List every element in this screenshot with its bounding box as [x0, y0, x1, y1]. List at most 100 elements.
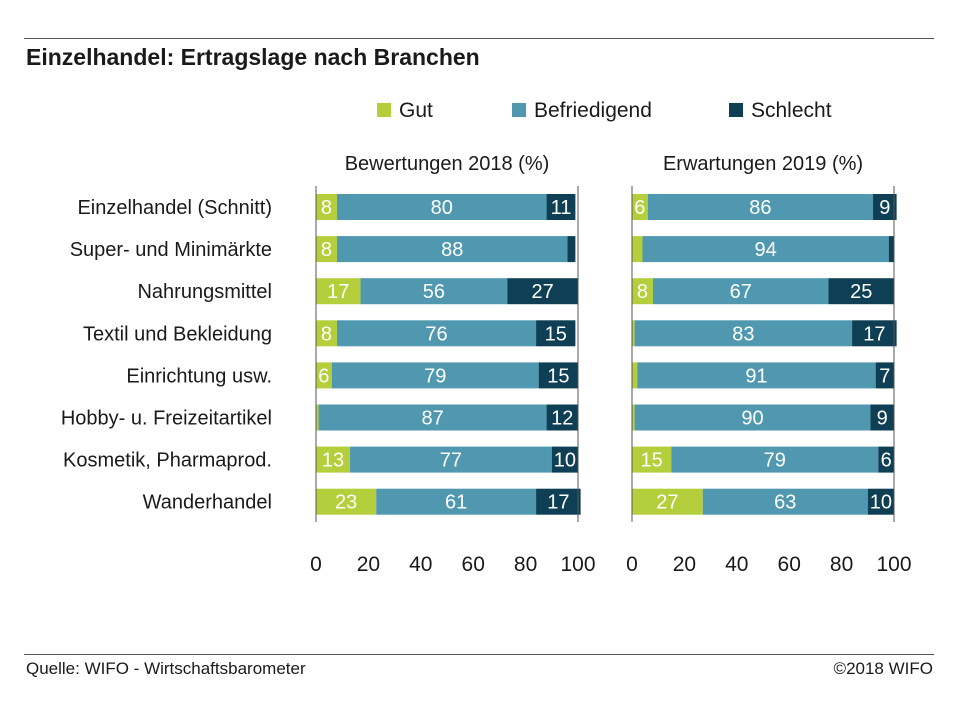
- data-label-p0-r3-s2: 15: [545, 323, 567, 345]
- bar-p1-r3-s0: [632, 320, 635, 347]
- bar-p1-r5-s0: [632, 404, 635, 431]
- bar-p1-r0-s0: [632, 194, 648, 220]
- x-tick-label-p1-4: 80: [830, 553, 853, 576]
- bar-p1-r5-s1: [634, 404, 871, 431]
- data-label-p0-r4-s2: 15: [547, 365, 569, 387]
- bar-p0-r6-s0: [316, 446, 351, 473]
- x-tick-label-p0-0: 0: [310, 553, 322, 576]
- data-label-p0-r0-s2: 11: [551, 197, 572, 219]
- data-label-p1-r1-s1: 94: [754, 239, 776, 261]
- bar-p1-r4-s2: [875, 362, 894, 389]
- bottom-rule: [24, 654, 934, 655]
- data-label-p0-r7-s2: 17: [547, 492, 569, 514]
- bar-p0-r3-s2: [536, 320, 576, 347]
- chart-title: Einzelhandel: Ertragslage nach Branchen: [26, 44, 480, 70]
- data-label-p1-r7-s2: 10: [870, 492, 892, 514]
- category-label-3: Textil und Bekleidung: [83, 323, 272, 345]
- category-label-1: Super- und Minimärkte: [70, 239, 272, 261]
- bar-p0-r7-s1: [376, 488, 537, 515]
- bar-p1-r0-s1: [647, 194, 874, 220]
- bar-p0-r4-s2: [538, 362, 578, 389]
- bar-p0-r4-s0: [316, 362, 332, 389]
- bar-p1-r2-s1: [652, 278, 829, 305]
- data-label-p1-r0-s0: 6: [634, 197, 645, 219]
- source-note: Quelle: WIFO - Wirtschaftsbarometer: [26, 659, 306, 678]
- legend-swatch-1: [512, 103, 526, 117]
- data-label-p0-r2-s0: 17: [327, 281, 349, 303]
- bar-p0-r5-s1: [318, 404, 547, 431]
- bar-p0-r6-s2: [551, 446, 578, 473]
- data-label-p1-r7-s1: 63: [774, 492, 796, 514]
- data-label-p1-r4-s2: 7: [879, 365, 890, 387]
- stacked-bar-chart: Gut Befriedigend Schlecht Einzelhandel (Sch…: [61, 99, 912, 576]
- data-label-p1-r5-s1: 90: [741, 408, 763, 430]
- data-label-p0-r1-s1: 88: [441, 239, 463, 261]
- bar-p0-r0-s2: [546, 194, 576, 220]
- bar-p1-r0-s2: [873, 194, 897, 220]
- panel-title-0: Bewertungen 2018 (%): [345, 153, 550, 175]
- data-label-p1-r6-s2: 6: [881, 450, 892, 472]
- legend-label-1: Befriedigend: [534, 99, 652, 122]
- data-label-p0-r6-s0: 13: [322, 450, 344, 472]
- bar-p1-r3-s1: [634, 320, 853, 347]
- x-tick-label-p0-4: 80: [514, 553, 537, 576]
- x-tick-label-p0-1: 20: [357, 553, 380, 576]
- bar-p0-r1-s0: [316, 236, 337, 263]
- category-label-0: Einzelhandel (Schnitt): [77, 197, 272, 219]
- legend-label-2: Schlecht: [751, 99, 832, 122]
- bar-p1-r2-s0: [632, 278, 653, 305]
- x-tick-label-p1-3: 60: [778, 553, 801, 576]
- data-label-p0-r4-s1: 79: [424, 365, 446, 387]
- bar-p0-r2-s1: [360, 278, 508, 305]
- x-tick-label-p0-5: 100: [560, 553, 595, 576]
- data-label-p0-r0-s0: 8: [321, 197, 332, 219]
- bar-p0-r5-s0: [316, 404, 319, 431]
- bar-p0-r1-s2: [567, 236, 576, 263]
- data-label-p0-r3-s0: 8: [321, 323, 332, 345]
- bar-p1-r6-s0: [632, 446, 672, 473]
- panel-title-1: Erwartungen 2019 (%): [663, 153, 863, 175]
- data-label-p0-r6-s1: 77: [440, 450, 462, 472]
- data-label-p0-r7-s1: 61: [445, 492, 467, 514]
- category-label-6: Kosmetik, Pharmaprod.: [63, 450, 272, 472]
- bar-p0-r3-s0: [316, 320, 337, 347]
- data-label-p1-r5-s2: 9: [877, 408, 888, 430]
- bar-p1-r7-s1: [702, 488, 868, 515]
- bar-p1-r3-s2: [852, 320, 897, 347]
- bar-p0-r6-s1: [350, 446, 552, 473]
- data-label-p1-r2-s0: 8: [637, 281, 648, 303]
- data-label-p1-r4-s1: 91: [745, 365, 767, 387]
- bar-p0-r0-s0: [316, 194, 337, 220]
- bar-p1-r6-s1: [671, 446, 879, 473]
- bar-p0-r3-s1: [336, 320, 537, 347]
- x-tick-label-p0-2: 40: [409, 553, 432, 576]
- legend-label-0: Gut: [399, 99, 433, 122]
- data-label-p0-r4-s0: 6: [318, 365, 329, 387]
- data-label-p0-r2-s1: 56: [423, 281, 445, 303]
- bar-p0-r5-s2: [546, 404, 578, 431]
- data-label-p1-r7-s0: 27: [656, 492, 678, 514]
- bar-p0-r4-s1: [331, 362, 539, 389]
- bar-p0-r1-s1: [336, 236, 568, 263]
- bar-p0-r2-s2: [507, 278, 578, 305]
- bar-p0-r7-s2: [536, 488, 581, 515]
- data-label-p1-r3-s2: 17: [863, 323, 885, 345]
- bar-p1-r6-s2: [878, 446, 894, 473]
- bar-p1-r5-s2: [870, 404, 894, 431]
- bar-p0-r7-s0: [316, 488, 377, 515]
- bar-p0-r2-s0: [316, 278, 361, 305]
- bar-p1-r7-s0: [632, 488, 703, 515]
- category-label-5: Hobby- u. Freizeitartikel: [61, 408, 272, 430]
- category-label-2: Nahrungsmittel: [137, 281, 272, 303]
- data-label-p1-r2-s1: 67: [730, 281, 752, 303]
- category-label-7: Wanderhandel: [143, 492, 272, 514]
- data-label-p0-r7-s0: 23: [335, 492, 357, 514]
- data-label-p0-r5-s2: 12: [551, 408, 573, 430]
- bar-p1-r4-s0: [632, 362, 638, 389]
- x-tick-label-p1-2: 40: [725, 553, 748, 576]
- data-label-p0-r3-s1: 76: [425, 323, 447, 345]
- bar-p1-r1-s0: [632, 236, 643, 263]
- data-label-p1-r6-s1: 79: [764, 450, 786, 472]
- category-label-4: Einrichtung usw.: [126, 365, 272, 387]
- data-label-p0-r5-s1: 87: [421, 408, 443, 430]
